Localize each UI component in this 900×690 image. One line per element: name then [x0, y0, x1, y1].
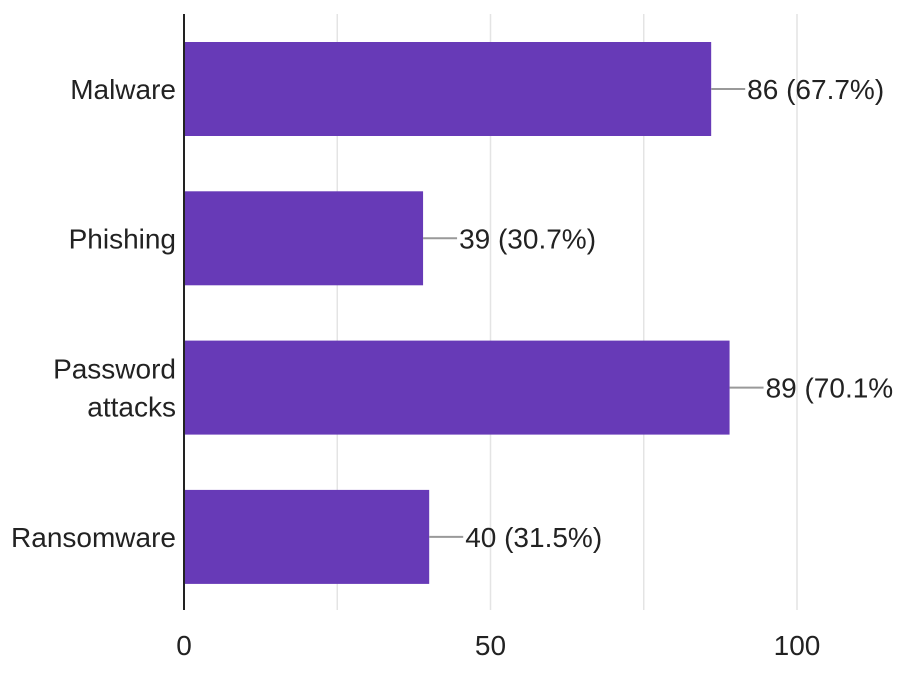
x-tick-label: 0 — [176, 630, 192, 661]
category-label: Malware — [70, 74, 176, 105]
data-label: 89 (70.1% — [766, 373, 894, 404]
bar — [184, 340, 730, 435]
category-label: Password — [53, 354, 176, 385]
data-label: 39 (30.7%) — [459, 223, 596, 254]
category-label: attacks — [87, 392, 176, 423]
bars — [184, 42, 730, 584]
bar — [184, 42, 712, 136]
x-tick-label: 100 — [774, 630, 821, 661]
data-label: 40 (31.5%) — [465, 522, 602, 553]
x-tick-label: 50 — [475, 630, 506, 661]
bar — [184, 191, 424, 286]
labels: 86 (67.7%) Malware 39 (30.7%) Phishing 89 (7… — [11, 74, 893, 661]
bar — [184, 489, 430, 584]
category-label: Phishing — [69, 223, 176, 254]
data-label: 86 (67.7%) — [747, 74, 884, 105]
category-label: Ransomware — [11, 522, 176, 553]
